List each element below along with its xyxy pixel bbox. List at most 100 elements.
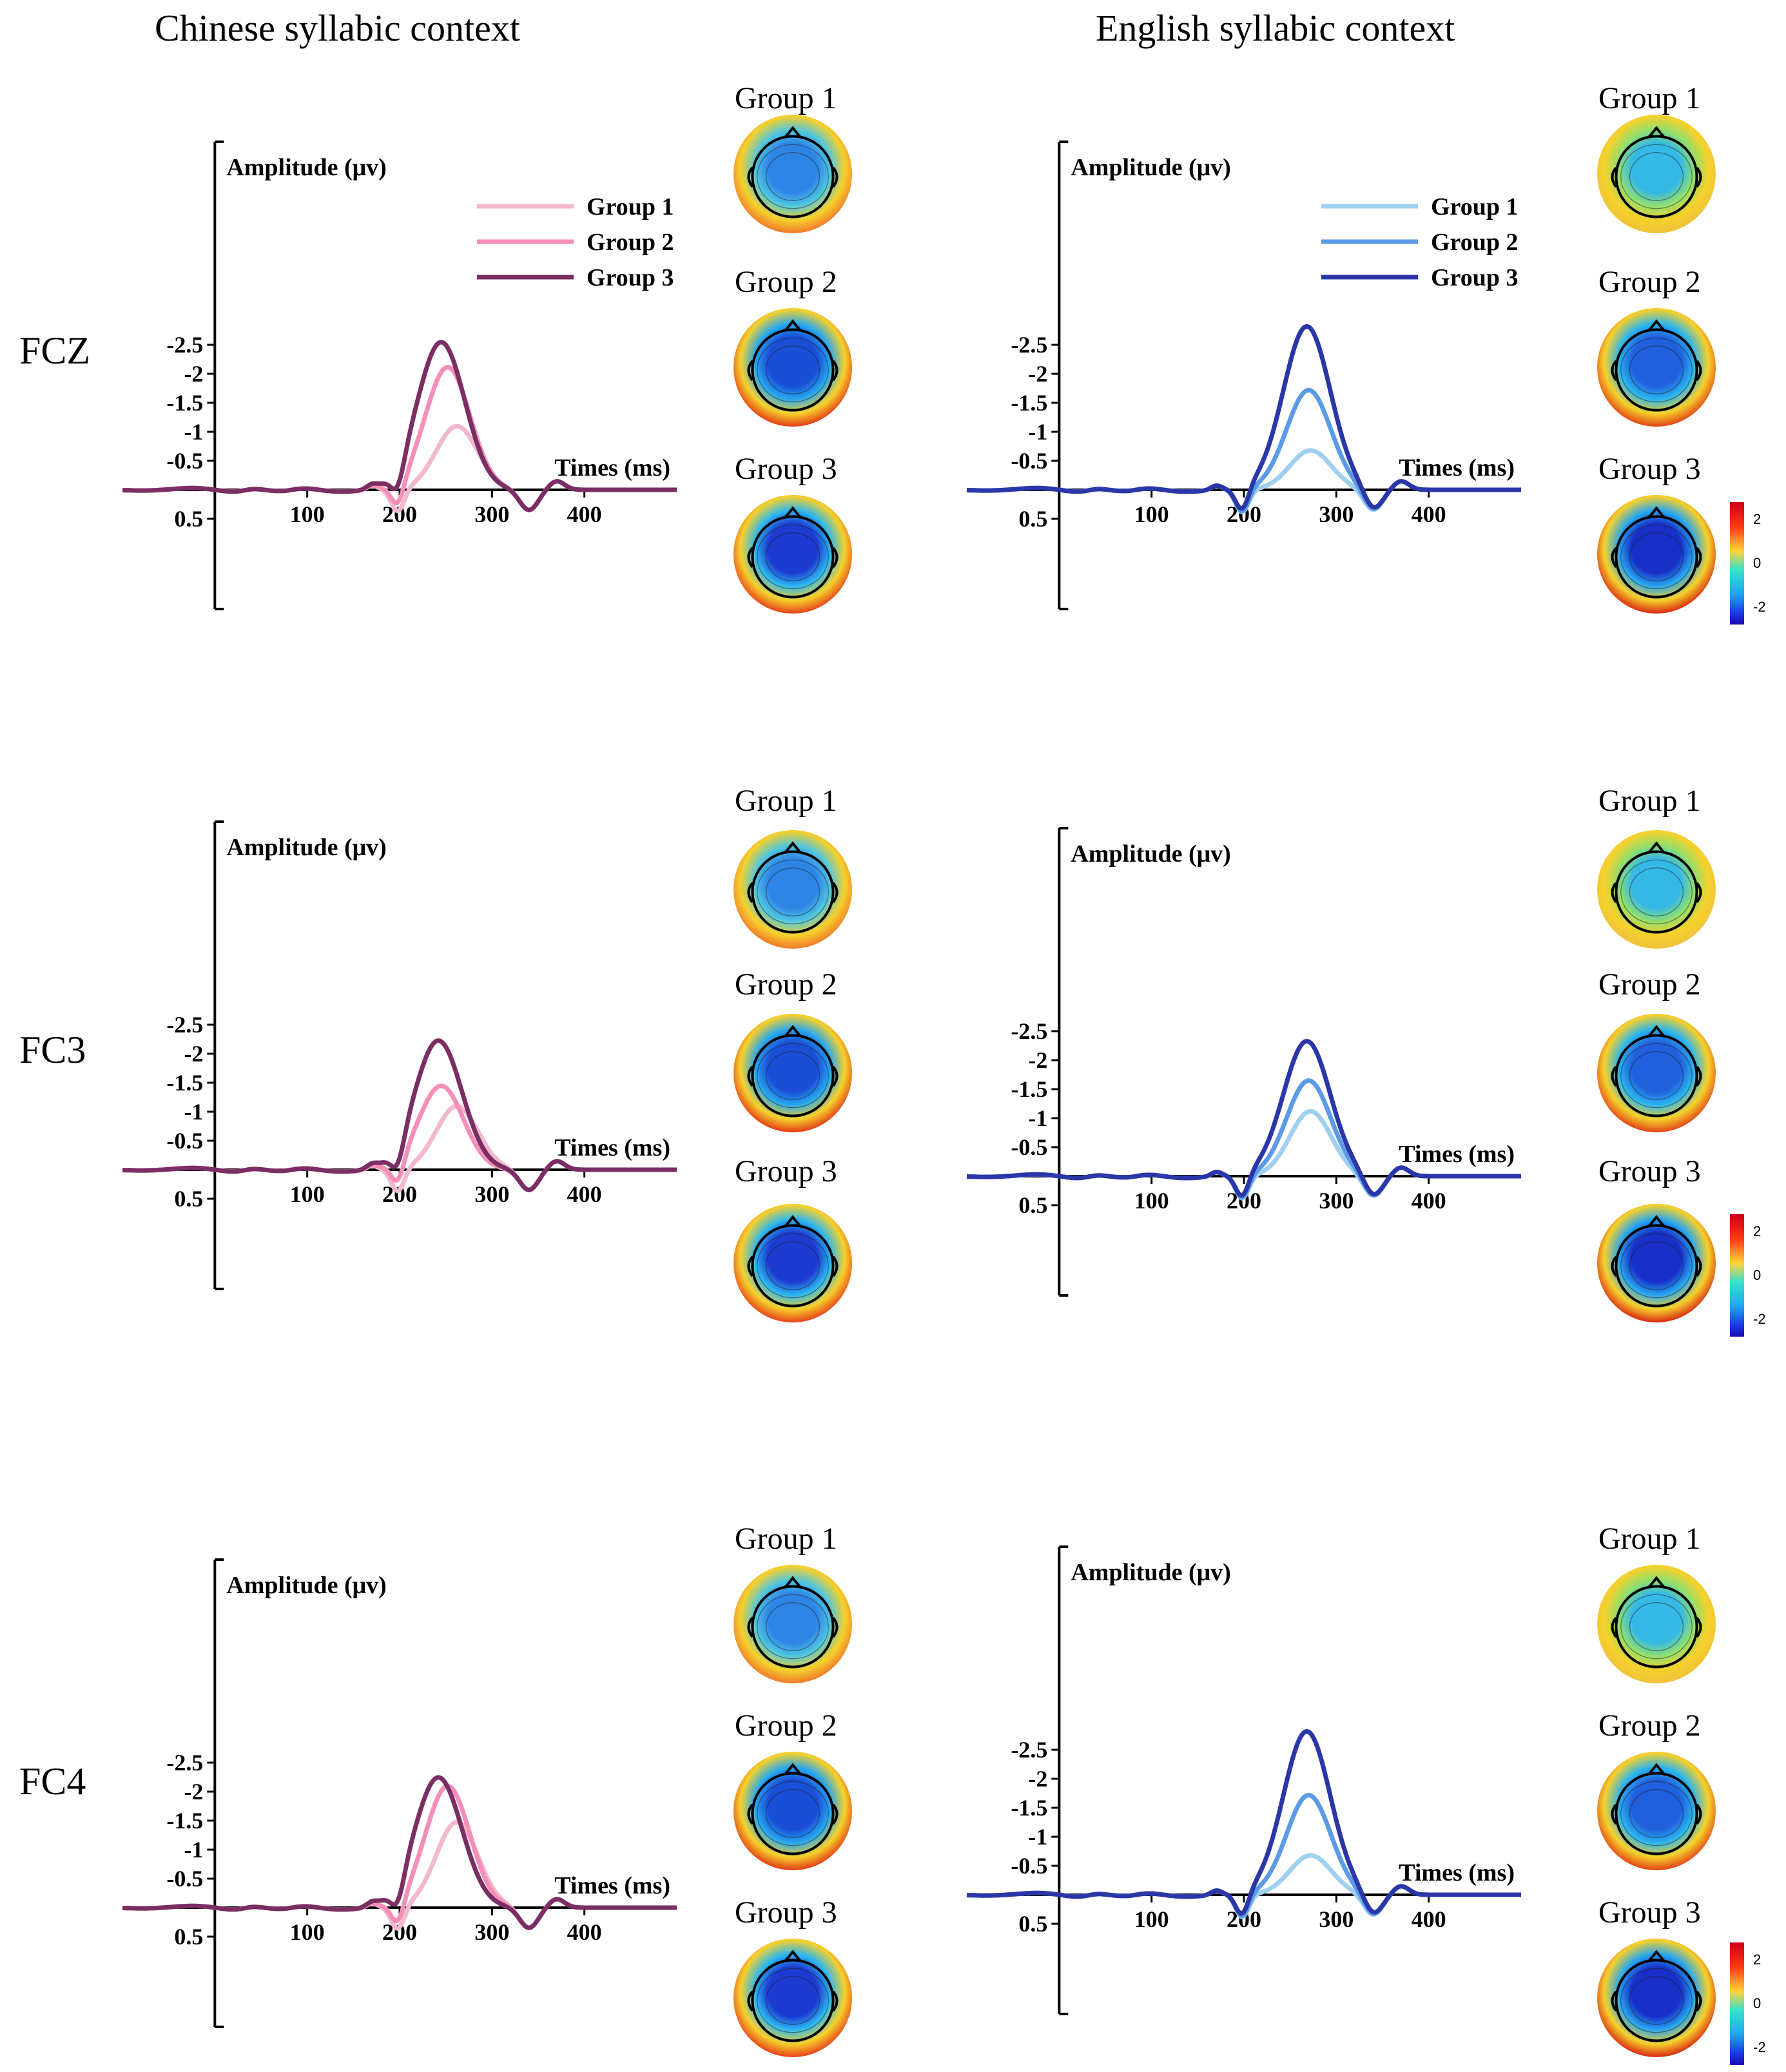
head-ear-right [1695,1803,1702,1825]
topomap-contour [1629,1602,1684,1651]
series-line-group-3 [122,340,677,512]
head-ear-right [1695,1990,1702,2012]
series-line-group-3 [122,1038,677,1192]
head-ear-left [1611,1616,1618,1638]
topomap-chinese-fcz-group1 [733,115,852,233]
topomap-chinese-fc4-group1 [733,1565,852,1683]
head-ear-right [1695,1616,1702,1638]
head-ear-right [831,1990,839,2012]
x-tick-label: 100 [290,1919,325,1945]
y-tick-label: -2 [184,361,203,387]
y-axis-title: Amplitude (μv) [226,154,386,181]
topomap-contour [765,1051,820,1100]
head-ear-left [1611,360,1618,382]
x-tick-label: 300 [1319,1906,1354,1932]
head-outline [1615,515,1698,599]
x-axis-title: Times (ms) [1399,1859,1515,1886]
y-tick-label: -1.5 [1011,1076,1047,1102]
legend-label-2: Group 2 [587,229,674,256]
head-nose [1647,126,1665,139]
topomap-contour [1629,867,1684,916]
topomap-contour [1629,532,1684,581]
head-outline [751,1224,835,1308]
topomap-chinese-fc3-group3 [733,1204,852,1322]
head-ear-left [747,547,754,568]
y-tick-label: -2 [184,1041,203,1067]
topomap-contour [757,524,829,590]
y-tick-label: -2.5 [1011,332,1047,358]
y-axis-title: Amplitude (μv) [1071,1559,1230,1586]
x-axis-title: Times (ms) [1399,454,1515,481]
head-nose [784,1576,802,1589]
topomap-contour [1629,1789,1684,1838]
y-tick-label: -0.5 [1011,448,1047,474]
topomap-label-chinese-fc4-group3: Group 3 [735,1895,837,1930]
head-ear-left [1611,166,1618,188]
y-tick-label: -0.5 [1011,1853,1047,1879]
head-ear-left [747,882,754,904]
colorbar-fcz: 2 0 -2 [1730,502,1766,625]
topomap-contour [757,1968,829,2033]
legend-label-1: Group 1 [1431,193,1519,220]
topomap-label-english-fc4-group1: Group 1 [1598,1522,1701,1556]
head-nose [1647,841,1665,854]
y-tick-label: -2 [1028,1766,1047,1792]
x-tick-label: 400 [1412,1188,1446,1214]
head-ear-left [747,1990,754,2012]
x-tick-label: 300 [474,1181,509,1207]
topomap-label-english-fc3-group3: Group 3 [1598,1154,1701,1188]
head-outline [1615,1772,1698,1855]
legend-label-2: Group 2 [1431,229,1519,256]
head-ear-right [831,1616,839,1638]
head-ear-right [1695,360,1702,382]
x-axis-title: Times (ms) [554,454,670,481]
topomap-contour [765,1976,820,2025]
x-tick-label: 200 [382,1181,417,1207]
topomap-contour [765,532,820,581]
topomap-contour [1620,1968,1693,2033]
y-tick-label: -0.5 [166,1866,203,1892]
colorbar-fc4: 2 0 -2 [1730,1942,1766,2065]
head-ear-right [1695,166,1702,188]
topomap-label-chinese-fc4-group2: Group 2 [735,1709,837,1743]
head-nose [784,1215,802,1228]
topomap-contour [757,1043,829,1109]
head-ear-right [831,166,839,188]
topomap-label-english-fcz-group1: Group 1 [1598,81,1701,115]
topomap-contour [1629,1241,1684,1290]
row-label-fcz: FCZ [19,329,91,372]
y-axis-title: Amplitude (μv) [226,1572,386,1599]
topomap-label-chinese-fc4-group1: Group 1 [735,1522,837,1556]
topomap-label-chinese-fc3-group1: Group 1 [735,784,837,818]
y-tick-label: 0.5 [174,506,203,532]
head-outline [751,850,835,934]
topomap-label-chinese-fc3-group3: Group 3 [735,1154,837,1188]
head-ear-right [1695,1065,1702,1087]
x-tick-label: 200 [382,501,417,527]
topomap-contour [765,1789,820,1838]
colorbar-tick-label: 2 [1753,511,1761,527]
y-axis-title: Amplitude (μv) [226,834,386,861]
x-tick-label: 400 [1412,501,1446,527]
y-tick-label: -1.5 [166,390,203,416]
topomap-label-english-fcz-group2: Group 2 [1598,265,1701,299]
head-outline [751,135,835,218]
head-nose [784,319,802,332]
head-outline [751,328,835,412]
head-nose [1647,1025,1665,1038]
colorbar-tick-label: 2 [1753,1951,1761,1968]
topomap-english-fcz-group1 [1597,115,1716,233]
topomap-label-english-fc4-group3: Group 3 [1598,1895,1701,1930]
series-line-group-3 [966,324,1522,511]
colorbar-tick-label: 0 [1753,1995,1761,2011]
topomap-label-english-fc3-group2: Group 2 [1598,967,1701,1002]
topomap-label-chinese-fcz-group3: Group 3 [735,452,837,486]
topomap-contour [757,1594,829,1660]
topomap-contour [765,867,820,916]
topomap-chinese-fcz-group2 [733,308,852,427]
colorbar-gradient [1730,1214,1744,1337]
head-outline [751,1959,835,2042]
head-outline [1615,850,1698,934]
y-axis-title: Amplitude (μv) [1071,840,1230,867]
